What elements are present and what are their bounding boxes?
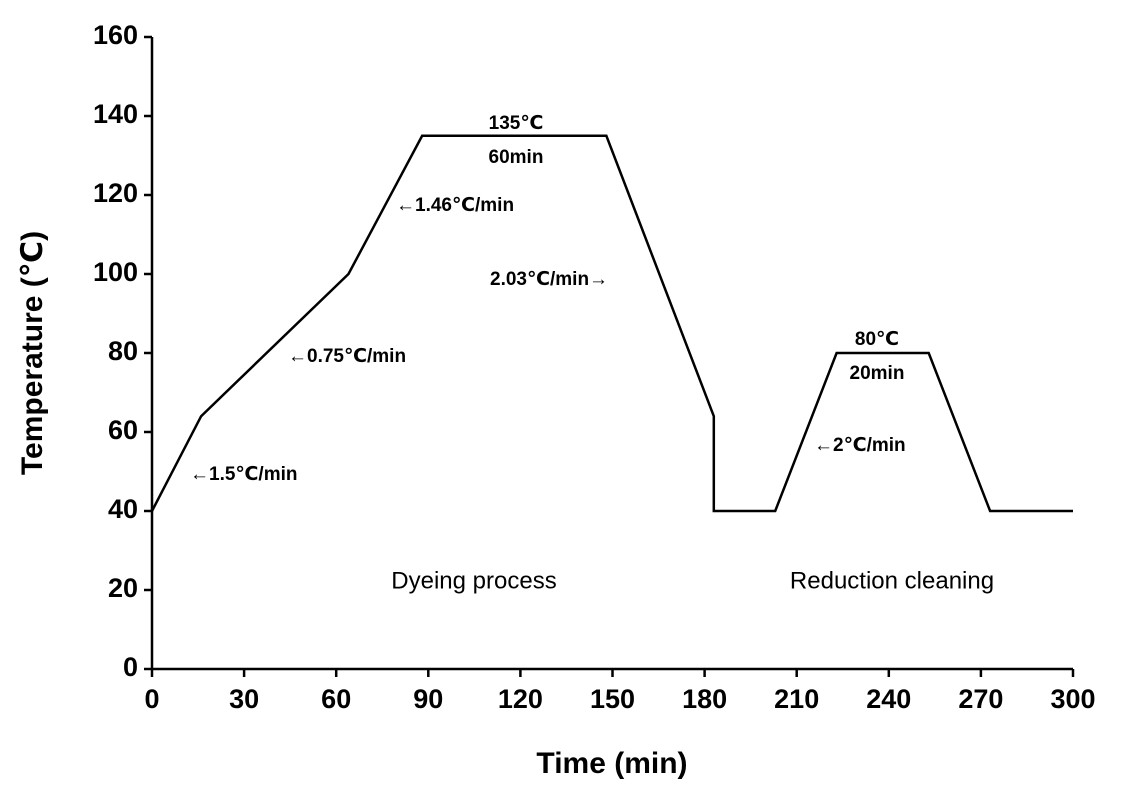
line — [150, 134, 1073, 513]
y-axis-title: Temperature (℃) — [16, 231, 49, 475]
annotation: 80℃ — [855, 329, 899, 350]
x-tick-label: 60 — [321, 684, 351, 714]
y-tick-label: 100 — [93, 257, 138, 287]
y-tick-label: 160 — [93, 20, 138, 50]
x-tick-label: 120 — [498, 684, 543, 714]
x-tick-label: 0 — [144, 684, 159, 714]
y-tick-label: 0 — [123, 652, 138, 682]
annotation: 135℃ — [489, 113, 544, 134]
x-tick-label: 180 — [682, 684, 727, 714]
x-tick-label: 90 — [413, 684, 443, 714]
x-axis-title: Time (min) — [536, 747, 687, 780]
y-tick-label: 80 — [108, 336, 138, 366]
x-tick-label: 240 — [866, 684, 911, 714]
annotation: ←0.75℃/min — [288, 346, 406, 367]
annotation: 2.03℃/min→ — [490, 269, 608, 290]
annotation: ←1.5℃/min — [190, 464, 297, 485]
x-tick-label: 270 — [958, 684, 1003, 714]
y-tick-label: 40 — [108, 494, 138, 524]
y-tick-label: 120 — [93, 178, 138, 208]
annotation: 60min — [489, 147, 544, 168]
annotation: ←2℃/min — [814, 435, 906, 456]
y-tick-label: 140 — [93, 99, 138, 129]
x-tick-label: 300 — [1050, 684, 1095, 714]
annotation: Dyeing process — [391, 567, 556, 594]
annotation: 20min — [850, 363, 905, 384]
y-tick-label: 60 — [108, 415, 138, 445]
x-tick-label: 210 — [774, 684, 819, 714]
y-tick-label: 20 — [108, 573, 138, 603]
x-tick-label: 30 — [229, 684, 259, 714]
x-tick-label: 150 — [590, 684, 635, 714]
annotation: Reduction cleaning — [790, 567, 994, 594]
annotation: ←1.46℃/min — [396, 195, 514, 216]
